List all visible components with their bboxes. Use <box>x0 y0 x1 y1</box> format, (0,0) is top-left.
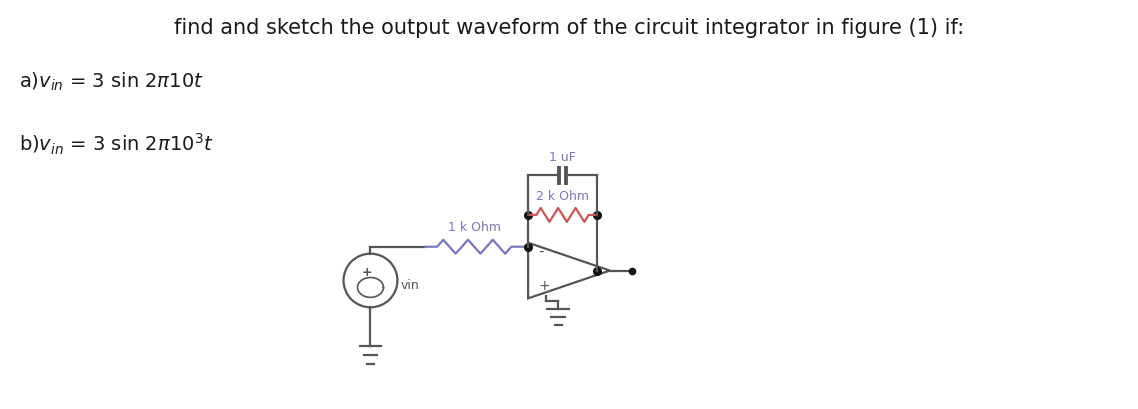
Text: 2 k Ohm: 2 k Ohm <box>536 190 589 203</box>
Text: vin: vin <box>401 279 419 292</box>
Text: b)$v_{in}$ = 3 sin 2$\pi$10$^3$$t$: b)$v_{in}$ = 3 sin 2$\pi$10$^3$$t$ <box>19 132 214 157</box>
Text: a)$v_{in}$ = 3 sin 2$\pi$10$t$: a)$v_{in}$ = 3 sin 2$\pi$10$t$ <box>19 71 204 93</box>
Text: find and sketch the output waveform of the circuit integrator in figure (1) if:: find and sketch the output waveform of t… <box>174 18 964 38</box>
Text: 1 uF: 1 uF <box>549 151 576 164</box>
Text: +: + <box>361 266 372 279</box>
Text: -: - <box>538 244 544 259</box>
Text: 1 k Ohm: 1 k Ohm <box>447 221 501 234</box>
Text: +: + <box>538 279 550 293</box>
